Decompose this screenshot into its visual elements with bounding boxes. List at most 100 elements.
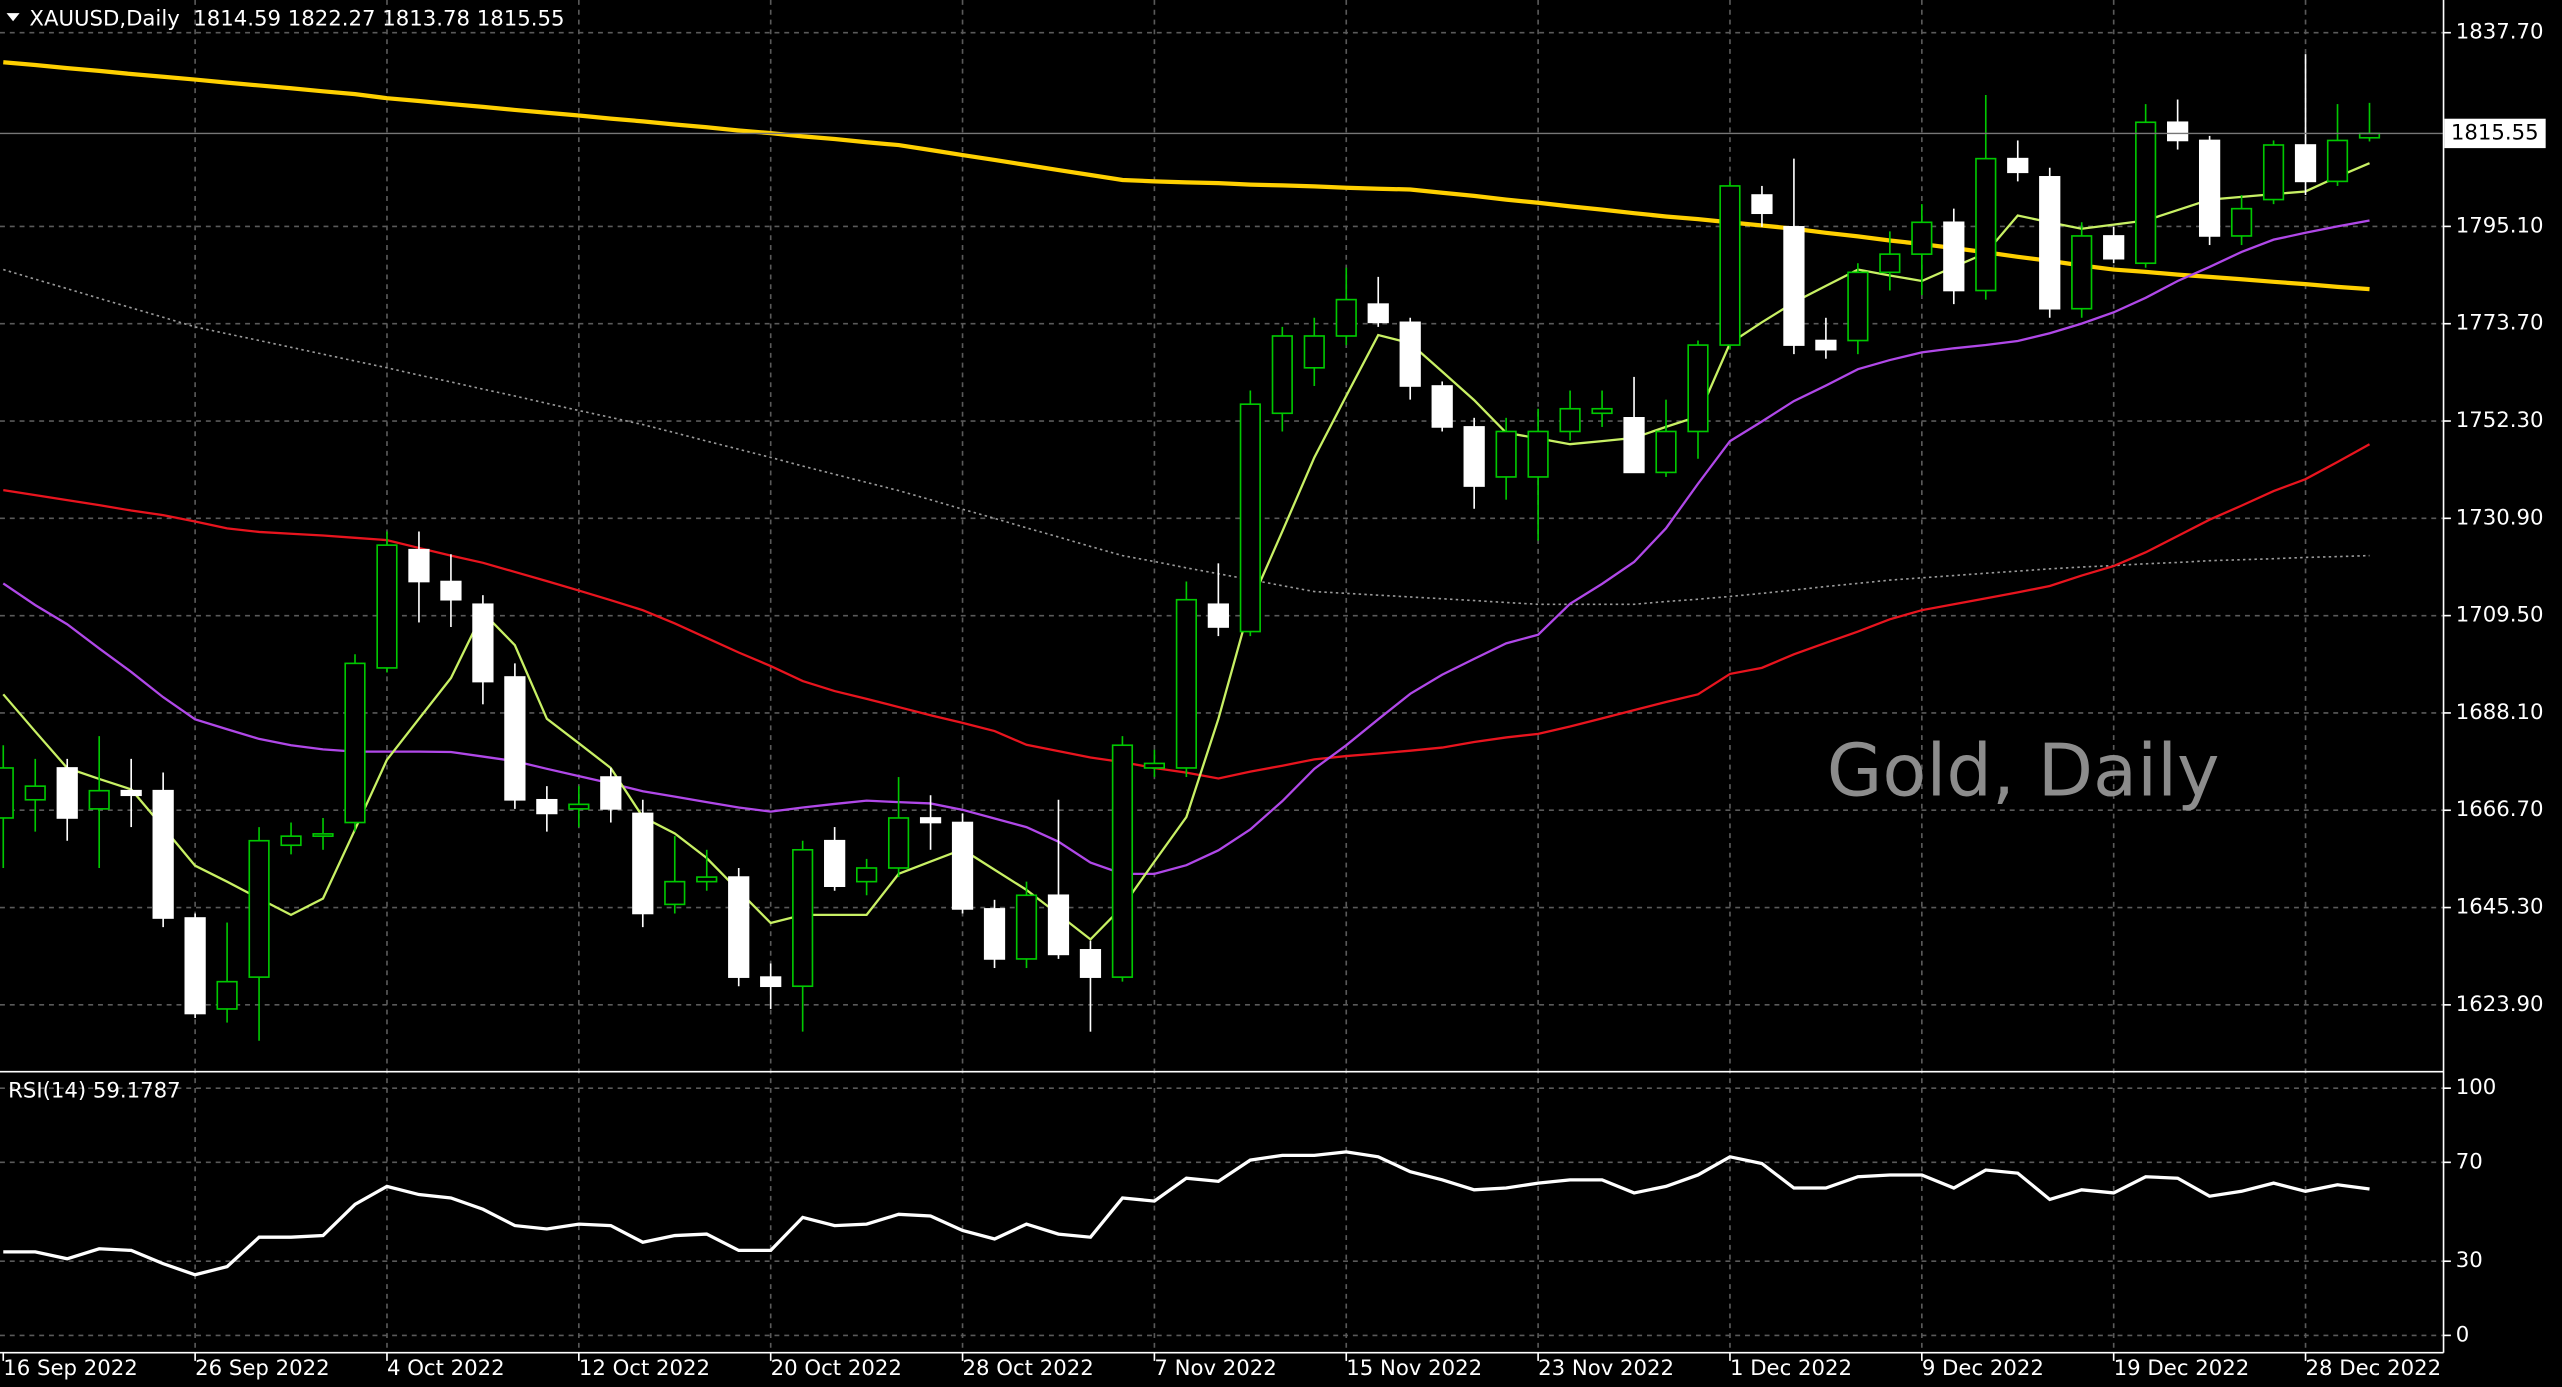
x-tick-label: 15 Nov 2022 bbox=[1346, 1356, 1482, 1381]
y-tick-label: 1795.10 bbox=[2456, 213, 2544, 238]
candle-body bbox=[664, 880, 686, 906]
x-tick-label: 20 Oct 2022 bbox=[771, 1356, 902, 1381]
candle-body bbox=[0, 767, 14, 819]
x-tick-label: 4 Oct 2022 bbox=[387, 1356, 505, 1381]
candle-body bbox=[1367, 303, 1389, 324]
candle-body bbox=[536, 798, 558, 815]
candle-body bbox=[56, 767, 78, 819]
candle-body bbox=[1687, 344, 1709, 433]
x-tick-label: 7 Nov 2022 bbox=[1154, 1356, 1276, 1381]
candle-body bbox=[2358, 132, 2381, 139]
candle-body bbox=[2294, 144, 2317, 183]
x-tick-label: 26 Sep 2022 bbox=[195, 1356, 329, 1381]
candle-body bbox=[728, 876, 750, 978]
x-tick-label: 1 Dec 2022 bbox=[1730, 1356, 1852, 1381]
candle-body bbox=[88, 789, 110, 810]
candle-body bbox=[504, 676, 526, 801]
candle-body bbox=[248, 839, 270, 978]
last-price-label: 1815.55 bbox=[2451, 120, 2539, 145]
candle-body bbox=[696, 876, 718, 883]
rsi-line bbox=[3, 1150, 2370, 1277]
candle-body bbox=[2135, 121, 2157, 265]
moving-average-line bbox=[2, 219, 2370, 876]
y-tick-label: 1666.70 bbox=[2456, 797, 2544, 822]
candle-body bbox=[2230, 207, 2253, 237]
candle-body bbox=[1911, 221, 1933, 255]
y-tick-label: 30 bbox=[2456, 1248, 2483, 1273]
candle-body bbox=[408, 548, 430, 583]
candle-body bbox=[760, 976, 782, 988]
candle-body bbox=[919, 817, 942, 824]
y-tick-label: 1623.90 bbox=[2456, 992, 2544, 1017]
candle-body bbox=[1239, 403, 1261, 633]
y-tick-label: 100 bbox=[2456, 1075, 2497, 1100]
candle-body bbox=[2039, 176, 2061, 310]
candle-body bbox=[1399, 321, 1421, 387]
candle-body bbox=[1751, 194, 1773, 215]
candle-body bbox=[855, 867, 878, 883]
candle-body bbox=[1975, 157, 1997, 292]
x-tick-label: 23 Nov 2022 bbox=[1538, 1356, 1674, 1381]
candle-body bbox=[184, 917, 206, 1015]
y-tick-label: 0 bbox=[2456, 1322, 2470, 1347]
header-arrow bbox=[6, 13, 20, 22]
candle-body bbox=[568, 803, 590, 810]
candle-body bbox=[1943, 221, 1965, 292]
candle-body bbox=[1303, 335, 1325, 369]
y-tick-label: 1688.10 bbox=[2456, 700, 2544, 725]
y-tick-label: 1773.70 bbox=[2456, 311, 2544, 336]
candle-body bbox=[2007, 157, 2029, 174]
candle-body bbox=[1815, 339, 1837, 351]
candle-body bbox=[1847, 271, 1869, 342]
candle-body bbox=[280, 835, 302, 847]
candle-body bbox=[312, 833, 334, 837]
x-tick-label: 19 Dec 2022 bbox=[2114, 1356, 2250, 1381]
watermark: Gold, Daily bbox=[1827, 729, 2220, 813]
y-tick-label: 1752.30 bbox=[2456, 408, 2544, 433]
candle-body bbox=[1143, 762, 1166, 769]
last-price-box bbox=[2444, 118, 2546, 149]
moving-average-line bbox=[2, 162, 2370, 941]
candle-body bbox=[376, 544, 398, 669]
candle-body bbox=[1495, 430, 1517, 478]
y-tick-label: 1645.30 bbox=[2456, 895, 2544, 920]
candle-body bbox=[1559, 407, 1581, 433]
moving-average-line bbox=[3, 60, 2370, 292]
candle-body bbox=[1079, 949, 1102, 978]
candle-body bbox=[1591, 407, 1613, 415]
candle-body bbox=[951, 821, 974, 910]
x-tick-label: 28 Oct 2022 bbox=[963, 1356, 1094, 1381]
x-tick-label: 12 Oct 2022 bbox=[579, 1356, 710, 1381]
candle-body bbox=[120, 789, 142, 797]
candle-body bbox=[1623, 417, 1645, 474]
candle-body bbox=[887, 817, 910, 869]
candle-body bbox=[472, 603, 494, 683]
candle-body bbox=[1463, 426, 1485, 487]
moving-average-line bbox=[3, 268, 2370, 606]
chart-header: XAUUSD,Daily 1814.59 1822.27 1813.78 181… bbox=[29, 7, 564, 32]
candle-body bbox=[632, 812, 654, 915]
y-tick-label: 1709.50 bbox=[2456, 603, 2544, 628]
candle-body bbox=[1335, 298, 1357, 337]
candle-body bbox=[1879, 253, 1901, 274]
candle-body bbox=[1655, 430, 1677, 474]
candle-body bbox=[1431, 385, 1453, 428]
y-tick-label: 1730.90 bbox=[2456, 505, 2544, 530]
x-tick-label: 9 Dec 2022 bbox=[1922, 1356, 2044, 1381]
y-tick-label: 70 bbox=[2456, 1149, 2483, 1174]
candle-body bbox=[344, 662, 366, 824]
plot-layer bbox=[0, 54, 2443, 1277]
candle-body bbox=[2326, 139, 2349, 183]
axes-layer: 1837.70 1795.10 1773.70 1752.30 1730.90 1709.… bbox=[2, 20, 2546, 1381]
candle-body bbox=[1527, 430, 1549, 478]
candle-body bbox=[2071, 235, 2093, 310]
candle-body bbox=[1207, 603, 1229, 628]
x-tick-label: 16 Sep 2022 bbox=[3, 1356, 137, 1381]
candle-body bbox=[1271, 335, 1293, 415]
candle-body bbox=[1111, 744, 1134, 978]
candle-body bbox=[792, 848, 814, 988]
candle-body bbox=[1015, 894, 1038, 960]
candle-body bbox=[2103, 235, 2125, 260]
